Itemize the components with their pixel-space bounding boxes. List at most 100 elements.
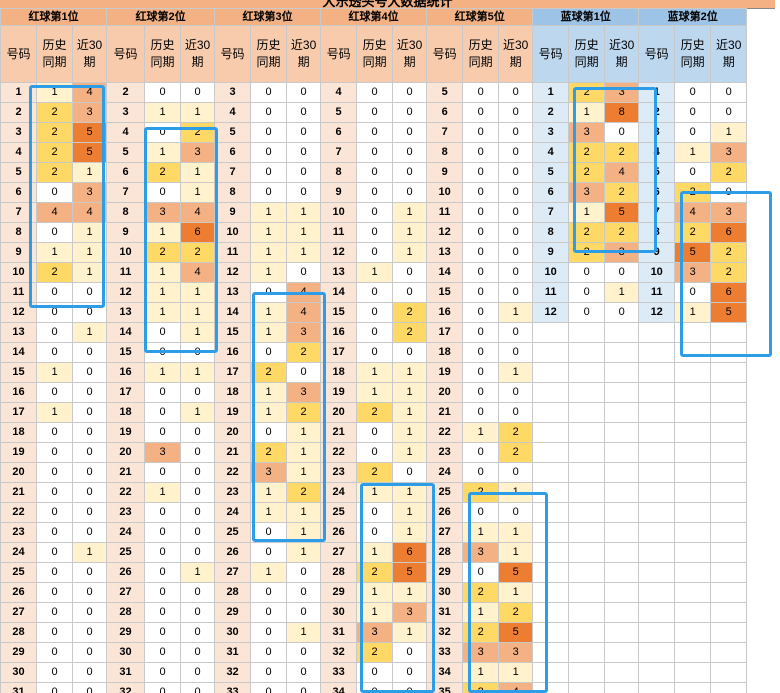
number-cell[interactable]: 24 bbox=[106, 522, 146, 543]
history-cell[interactable]: 0 bbox=[36, 642, 73, 663]
recent30-cell[interactable]: 0 bbox=[498, 182, 534, 203]
history-cell[interactable]: 1 bbox=[36, 242, 73, 263]
history-cell[interactable]: 2 bbox=[356, 642, 394, 663]
recent30-cell[interactable]: 1 bbox=[498, 522, 534, 543]
recent30-cell[interactable]: 5 bbox=[498, 562, 534, 583]
number-cell[interactable]: 8 bbox=[426, 142, 464, 163]
number-cell[interactable]: 16 bbox=[214, 342, 252, 363]
recent30-cell[interactable]: 0 bbox=[498, 142, 534, 163]
history-cell[interactable]: 0 bbox=[462, 282, 500, 303]
history-cell[interactable]: 3 bbox=[462, 642, 500, 663]
history-cell[interactable]: 0 bbox=[356, 122, 394, 143]
number-cell[interactable]: 25 bbox=[214, 522, 252, 543]
number-cell[interactable]: 11 bbox=[320, 222, 358, 243]
recent30-cell[interactable]: 1 bbox=[286, 202, 322, 223]
number-cell[interactable]: 16 bbox=[106, 362, 146, 383]
history-cell[interactable]: 0 bbox=[462, 202, 500, 223]
recent30-cell[interactable]: 1 bbox=[392, 622, 428, 643]
history-cell[interactable]: 0 bbox=[356, 302, 394, 323]
number-cell[interactable]: 30 bbox=[0, 662, 37, 683]
recent30-cell[interactable]: 0 bbox=[710, 102, 748, 123]
recent30-cell[interactable]: 1 bbox=[286, 522, 322, 543]
number-cell[interactable]: 21 bbox=[426, 402, 464, 423]
history-cell[interactable]: 0 bbox=[144, 622, 182, 643]
number-cell[interactable]: 20 bbox=[106, 442, 146, 463]
number-cell[interactable]: 31 bbox=[320, 622, 358, 643]
history-cell[interactable]: 0 bbox=[462, 122, 500, 143]
history-cell[interactable]: 0 bbox=[356, 322, 394, 343]
history-cell[interactable]: 0 bbox=[250, 342, 288, 363]
recent30-cell[interactable]: 0 bbox=[392, 462, 428, 483]
history-cell[interactable]: 0 bbox=[462, 342, 500, 363]
number-cell[interactable]: 18 bbox=[0, 422, 37, 443]
history-cell[interactable]: 0 bbox=[568, 282, 606, 303]
number-cell[interactable]: 10 bbox=[638, 262, 676, 283]
number-cell[interactable]: 22 bbox=[0, 502, 37, 523]
recent30-cell[interactable]: 2 bbox=[498, 422, 534, 443]
history-cell[interactable]: 2 bbox=[36, 122, 73, 143]
number-cell[interactable]: 4 bbox=[532, 142, 570, 163]
number-cell[interactable]: 18 bbox=[426, 342, 464, 363]
recent30-cell[interactable]: 2 bbox=[392, 322, 428, 343]
number-cell[interactable]: 33 bbox=[320, 662, 358, 683]
history-cell[interactable]: 0 bbox=[250, 102, 288, 123]
recent30-cell[interactable]: 1 bbox=[71, 322, 108, 343]
number-cell[interactable]: 5 bbox=[532, 162, 570, 183]
history-cell[interactable]: 0 bbox=[356, 422, 394, 443]
history-cell[interactable]: 0 bbox=[250, 622, 288, 643]
history-cell[interactable]: 1 bbox=[356, 262, 394, 283]
history-cell[interactable]: 3 bbox=[462, 542, 500, 563]
history-cell[interactable]: 0 bbox=[144, 402, 182, 423]
history-cell[interactable]: 0 bbox=[462, 502, 500, 523]
number-cell[interactable]: 4 bbox=[320, 82, 358, 103]
recent30-cell[interactable]: 1 bbox=[71, 222, 108, 243]
recent30-cell[interactable]: 1 bbox=[498, 582, 534, 603]
history-cell[interactable]: 1 bbox=[250, 562, 288, 583]
number-cell[interactable]: 13 bbox=[214, 282, 252, 303]
recent30-cell[interactable]: 0 bbox=[180, 462, 216, 483]
recent30-cell[interactable]: 0 bbox=[498, 222, 534, 243]
history-cell[interactable]: 1 bbox=[568, 202, 606, 223]
number-cell[interactable]: 14 bbox=[214, 302, 252, 323]
recent30-cell[interactable]: 3 bbox=[71, 182, 108, 203]
recent30-cell[interactable]: 0 bbox=[71, 522, 108, 543]
history-cell[interactable]: 0 bbox=[250, 162, 288, 183]
recent30-cell[interactable]: 3 bbox=[604, 82, 640, 103]
history-cell[interactable]: 0 bbox=[356, 102, 394, 123]
recent30-cell[interactable]: 0 bbox=[498, 402, 534, 423]
history-cell[interactable]: 0 bbox=[462, 162, 500, 183]
number-cell[interactable]: 11 bbox=[106, 262, 146, 283]
history-cell[interactable]: 0 bbox=[674, 162, 712, 183]
number-cell[interactable]: 9 bbox=[214, 202, 252, 223]
history-cell[interactable]: 0 bbox=[36, 502, 73, 523]
number-cell[interactable]: 26 bbox=[320, 522, 358, 543]
history-cell[interactable]: 1 bbox=[250, 502, 288, 523]
recent30-cell[interactable]: 6 bbox=[710, 222, 748, 243]
recent30-cell[interactable]: 3 bbox=[710, 202, 748, 223]
recent30-cell[interactable]: 0 bbox=[392, 82, 428, 103]
number-cell[interactable]: 28 bbox=[0, 622, 37, 643]
number-cell[interactable]: 5 bbox=[214, 122, 252, 143]
recent30-cell[interactable]: 2 bbox=[604, 182, 640, 203]
history-cell[interactable]: 0 bbox=[144, 602, 182, 623]
recent30-cell[interactable]: 0 bbox=[71, 662, 108, 683]
history-cell[interactable]: 2 bbox=[250, 362, 288, 383]
history-cell[interactable]: 0 bbox=[36, 542, 73, 563]
number-cell[interactable]: 2 bbox=[106, 82, 146, 103]
number-cell[interactable]: 13 bbox=[0, 322, 37, 343]
recent30-cell[interactable]: 0 bbox=[286, 582, 322, 603]
number-cell[interactable]: 27 bbox=[214, 562, 252, 583]
number-cell[interactable]: 33 bbox=[426, 642, 464, 663]
recent30-cell[interactable]: 2 bbox=[498, 602, 534, 623]
recent30-cell[interactable]: 1 bbox=[710, 122, 748, 143]
number-cell[interactable]: 22 bbox=[214, 462, 252, 483]
history-cell[interactable]: 0 bbox=[36, 662, 73, 683]
number-cell[interactable]: 29 bbox=[0, 642, 37, 663]
history-cell[interactable]: 2 bbox=[356, 562, 394, 583]
history-cell[interactable]: 3 bbox=[568, 122, 606, 143]
history-cell[interactable]: 5 bbox=[674, 242, 712, 263]
number-cell[interactable]: 5 bbox=[0, 162, 37, 183]
history-cell[interactable]: 2 bbox=[462, 582, 500, 603]
recent30-cell[interactable]: 1 bbox=[71, 242, 108, 263]
recent30-cell[interactable]: 0 bbox=[604, 302, 640, 323]
